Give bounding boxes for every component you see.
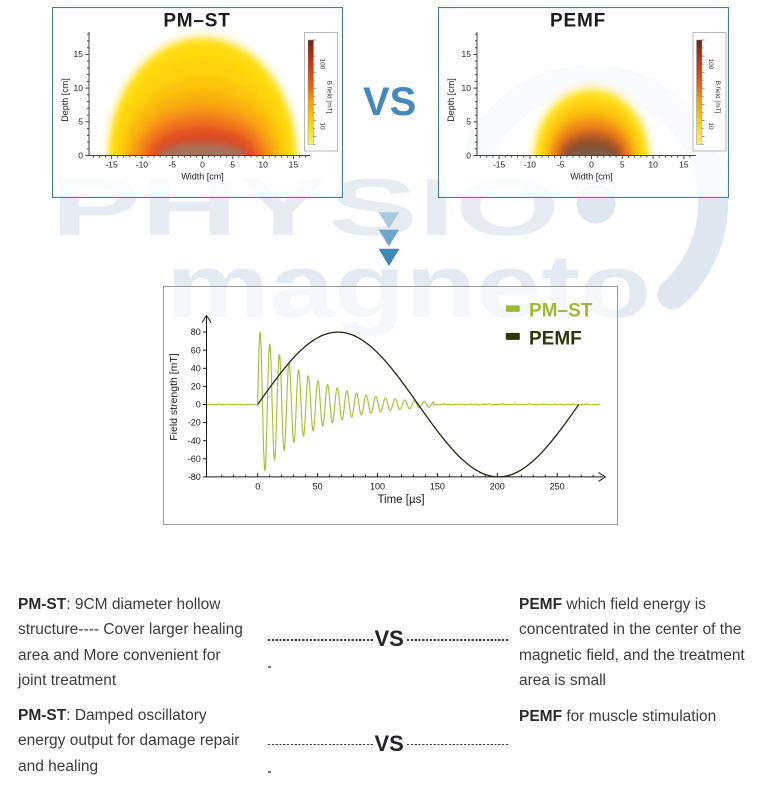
svg-text:-60: -60 — [188, 454, 201, 464]
svg-text:PEMF: PEMF — [529, 328, 582, 349]
svg-text:5: 5 — [620, 160, 625, 170]
svg-text:250: 250 — [550, 482, 565, 492]
svg-text:15: 15 — [74, 49, 84, 59]
svg-text:Depth [cm]: Depth [cm] — [446, 78, 456, 122]
svg-text:100: 100 — [370, 482, 385, 492]
svg-text:Time [µs]: Time [µs] — [377, 494, 424, 506]
svg-text:-15: -15 — [105, 160, 118, 170]
svg-text:0: 0 — [200, 160, 205, 170]
svg-text:0: 0 — [196, 400, 201, 410]
svg-text:80: 80 — [191, 327, 201, 337]
svg-text:-40: -40 — [188, 436, 201, 446]
svg-text:10: 10 — [648, 160, 658, 170]
svg-text:0: 0 — [466, 150, 471, 160]
svg-text:B field [mT]: B field [mT] — [326, 81, 333, 114]
svg-text:15: 15 — [289, 160, 299, 170]
svg-text:5: 5 — [78, 117, 83, 127]
svg-text:5: 5 — [230, 160, 235, 170]
svg-text:-15: -15 — [493, 160, 506, 170]
svg-text:0: 0 — [589, 160, 594, 170]
svg-text:5: 5 — [466, 117, 471, 127]
svg-text:PM–ST: PM–ST — [163, 11, 230, 32]
svg-text:Depth [cm]: Depth [cm] — [60, 78, 70, 122]
svg-text:-10: -10 — [524, 160, 537, 170]
svg-text:10: 10 — [462, 83, 472, 93]
svg-text:Width [cm]: Width [cm] — [570, 172, 613, 182]
svg-text:-5: -5 — [168, 160, 176, 170]
svg-text:100: 100 — [707, 59, 714, 70]
svg-text:-20: -20 — [188, 418, 201, 428]
svg-text:150: 150 — [430, 482, 445, 492]
svg-text:-10: -10 — [136, 160, 149, 170]
svg-text:10: 10 — [74, 83, 84, 93]
svg-text:50: 50 — [313, 482, 323, 492]
svg-text:200: 200 — [490, 482, 505, 492]
svg-text:PEMF: PEMF — [550, 11, 606, 32]
svg-text:10: 10 — [319, 122, 326, 130]
svg-text:0: 0 — [255, 482, 260, 492]
svg-text:15: 15 — [462, 49, 472, 59]
svg-text:-5: -5 — [557, 160, 565, 170]
svg-text:20: 20 — [191, 382, 201, 392]
svg-text:10: 10 — [707, 122, 714, 130]
svg-text:40: 40 — [191, 363, 201, 373]
svg-text:-80: -80 — [188, 472, 201, 482]
svg-text:100: 100 — [319, 59, 326, 70]
svg-text:0: 0 — [78, 150, 83, 160]
svg-text:10: 10 — [258, 160, 268, 170]
svg-text:B field [mT]: B field [mT] — [714, 81, 721, 114]
svg-text:60: 60 — [191, 345, 201, 355]
svg-text:Width [cm]: Width [cm] — [181, 172, 224, 182]
svg-text:Field strength [mT]: Field strength [mT] — [168, 353, 180, 441]
svg-text:PM–ST: PM–ST — [529, 300, 593, 321]
svg-text:15: 15 — [679, 160, 689, 170]
